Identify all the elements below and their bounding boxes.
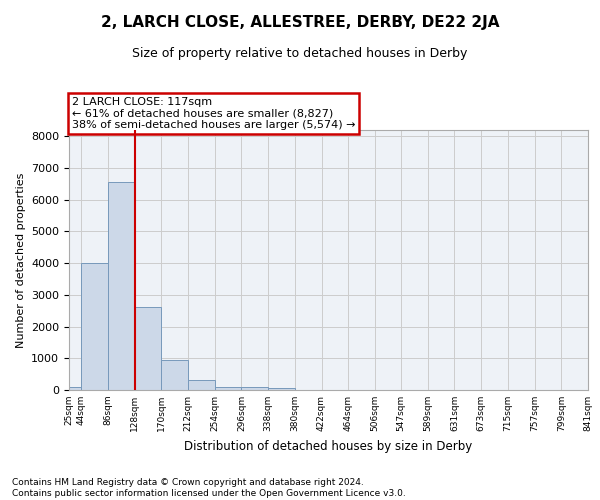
Bar	[108, 182, 134, 390]
Bar	[268, 388, 295, 390]
Bar	[241, 388, 268, 390]
Bar	[69, 388, 81, 390]
Text: Size of property relative to detached houses in Derby: Size of property relative to detached ho…	[133, 48, 467, 60]
Text: 2 LARCH CLOSE: 117sqm
← 61% of detached houses are smaller (8,827)
38% of semi-d: 2 LARCH CLOSE: 117sqm ← 61% of detached …	[71, 97, 355, 130]
Bar	[81, 263, 108, 390]
X-axis label: Distribution of detached houses by size in Derby: Distribution of detached houses by size …	[184, 440, 473, 452]
Y-axis label: Number of detached properties: Number of detached properties	[16, 172, 26, 348]
Bar	[215, 386, 241, 390]
Text: 2, LARCH CLOSE, ALLESTREE, DERBY, DE22 2JA: 2, LARCH CLOSE, ALLESTREE, DERBY, DE22 2…	[101, 15, 499, 30]
Bar	[134, 307, 161, 390]
Bar	[188, 380, 215, 390]
Bar	[161, 360, 188, 390]
Text: Contains HM Land Registry data © Crown copyright and database right 2024.
Contai: Contains HM Land Registry data © Crown c…	[12, 478, 406, 498]
